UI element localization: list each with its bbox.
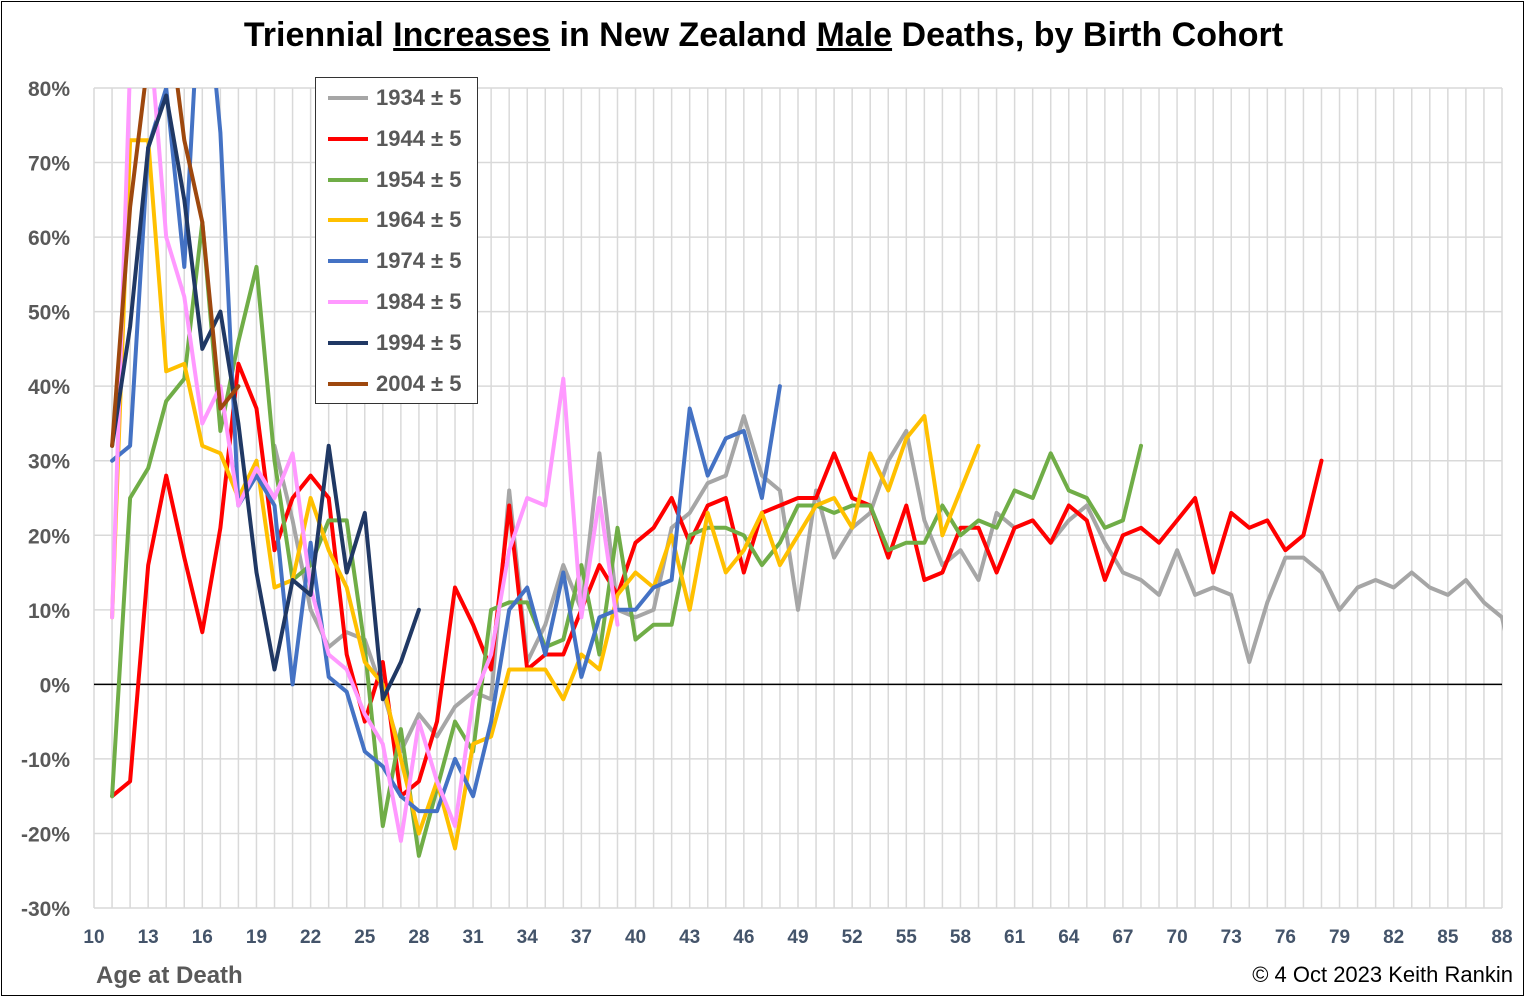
x-tick-label: 34 <box>517 927 539 948</box>
x-tick-label: 19 <box>246 927 267 948</box>
legend-swatch <box>328 259 368 264</box>
y-tick-label: 60% <box>28 227 70 250</box>
legend-swatch <box>328 300 368 304</box>
x-tick-label: 28 <box>408 927 429 948</box>
legend-swatch <box>328 218 368 223</box>
x-tick-label: 13 <box>138 927 159 948</box>
y-tick-label: -30% <box>21 898 70 921</box>
series-line-7 <box>110 88 241 448</box>
series-line-6 <box>110 93 421 702</box>
x-tick-label: 16 <box>192 927 213 948</box>
legend: 1934 ± 5 1944 ± 5 1954 ± 5 1964 ± 5 1974 ± 5… <box>315 77 478 404</box>
series-line-0 <box>272 414 1503 754</box>
title-part: Deaths, by Birth Cohort <box>892 16 1284 54</box>
copyright-credit: © 4 Oct 2023 Keith Rankin <box>1252 962 1513 987</box>
legend-label: 1964 ± 5 <box>376 207 462 233</box>
x-tick-label: 52 <box>842 927 863 948</box>
y-tick-label: -10% <box>21 749 70 772</box>
y-tick-label: 0% <box>40 674 71 697</box>
grid-lines <box>93 87 1503 909</box>
legend-item: 1994 ± 5 <box>328 328 461 358</box>
legend-swatch <box>328 177 368 182</box>
title-part: in New Zealand <box>550 16 817 54</box>
series-line-1 <box>110 361 1324 799</box>
x-tick-label: 46 <box>733 927 754 948</box>
x-tick-label: 79 <box>1329 927 1350 948</box>
x-tick-label: 43 <box>679 927 700 948</box>
legend-swatch <box>328 96 368 100</box>
x-tick-label: 67 <box>1112 927 1133 948</box>
title-part: Increases <box>393 16 551 54</box>
title-part: Triennial <box>243 16 394 54</box>
x-tick-label: 85 <box>1437 927 1459 948</box>
legend-label: 1994 ± 5 <box>376 329 462 355</box>
legend-label: 2004 ± 5 <box>376 370 462 396</box>
x-axis-label: Age at Death <box>96 962 243 989</box>
legend-swatch <box>328 381 368 386</box>
x-tick-label: 61 <box>1004 927 1026 948</box>
y-tick-label: -20% <box>21 823 70 846</box>
legend-item: 2004 ± 5 <box>328 369 461 399</box>
x-tick-label: 73 <box>1221 927 1242 948</box>
x-tick-label: 55 <box>896 927 918 948</box>
legend-item: 1934 ± 5 <box>328 83 461 113</box>
x-tick-label: 25 <box>354 927 376 948</box>
y-tick-label: 10% <box>28 600 70 623</box>
y-tick-label: 20% <box>28 525 70 548</box>
legend-item: 1964 ± 5 <box>328 205 461 235</box>
y-tick-label: 80% <box>28 78 70 101</box>
y-tick-label: 40% <box>28 376 70 399</box>
y-tick-label: 70% <box>28 153 70 176</box>
x-tick-label: 37 <box>571 927 592 948</box>
y-tick-label: 30% <box>28 451 70 474</box>
x-tick-label: 40 <box>625 927 646 948</box>
x-tick-label: 88 <box>1491 927 1512 948</box>
x-tick-label: 64 <box>1058 927 1080 948</box>
legend-label: 1974 ± 5 <box>376 248 462 274</box>
x-tick-label: 82 <box>1383 927 1404 948</box>
series-line-4 <box>110 88 782 814</box>
series-line-5 <box>110 88 620 843</box>
x-tick-label: 49 <box>787 927 808 948</box>
x-tick-labels: 10 13 16 19 22 25 28 31 34 37 40 43 46 49 52 55 58 61 64 67… <box>83 927 1512 948</box>
legend-label: 1934 ± 5 <box>376 85 462 110</box>
x-tick-label: 76 <box>1275 927 1296 948</box>
x-tick-label: 10 <box>83 927 104 948</box>
title-part: Male <box>816 16 893 54</box>
legend-swatch <box>328 136 368 141</box>
legend-label: 1954 ± 5 <box>376 166 462 192</box>
legend-item: 1984 ± 5 <box>328 287 461 317</box>
x-tick-label: 70 <box>1167 927 1188 948</box>
chart-title: Triennial Increases in New Zealand Male … <box>0 16 1527 55</box>
legend-label: 1944 ± 5 <box>376 125 462 151</box>
legend-label: 1984 ± 5 <box>376 289 462 314</box>
y-tick-labels: -30% -20% -10% 0% 10% 20% 30% 40% 50% 60% 70% 80% <box>21 78 70 921</box>
x-tick-label: 22 <box>300 927 321 948</box>
y-tick-label: 50% <box>28 302 70 325</box>
legend-item: 1974 ± 5 <box>328 246 461 276</box>
legend-swatch <box>328 340 368 345</box>
series-line-3 <box>110 138 981 851</box>
legend-item: 1944 ± 5 <box>328 124 461 154</box>
x-tick-label: 58 <box>950 927 971 948</box>
x-tick-label: 31 <box>463 927 485 948</box>
series-lines <box>110 88 1503 858</box>
legend-item: 1954 ± 5 <box>328 165 461 195</box>
